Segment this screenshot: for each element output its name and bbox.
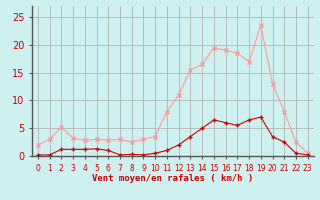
- X-axis label: Vent moyen/en rafales ( km/h ): Vent moyen/en rafales ( km/h ): [92, 174, 253, 183]
